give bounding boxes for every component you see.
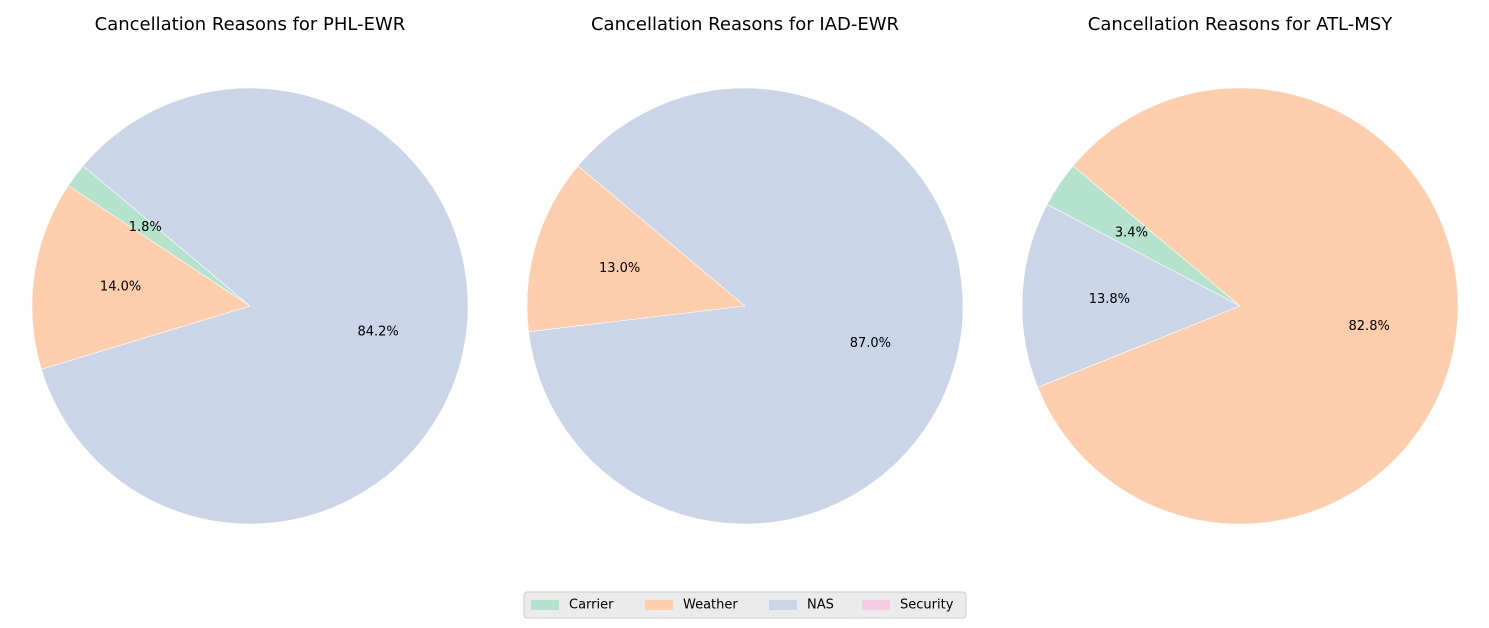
pie-slice-weather: [526, 165, 746, 333]
slice-percent-label: 14.0%: [100, 280, 141, 295]
slice-percent-label: 3.4%: [1115, 226, 1148, 241]
legend-swatch-nas: [769, 600, 797, 610]
slice-percent-label: 82.8%: [1349, 319, 1390, 334]
slice-percent-label: 13.0%: [599, 261, 640, 276]
pie-chart-2: Cancellation Reasons for IAD-EWR 13.0% 87.…: [526, 14, 964, 525]
pie-charts: Cancellation Reasons for PHL-EWR 1.8% 14.0…: [31, 14, 1459, 525]
pie-slice-weather: [31, 185, 251, 370]
slice-percent-label: 87.0%: [850, 336, 891, 351]
slice-percent-label: 84.2%: [357, 325, 398, 340]
legend: Carrier Weather NAS Security: [523, 591, 967, 619]
pie-chart-1: Cancellation Reasons for PHL-EWR 1.8% 14.0…: [31, 14, 469, 525]
legend-label-nas: NAS: [807, 598, 834, 613]
legend-label-carrier: Carrier: [569, 598, 614, 613]
legend-swatch-security: [862, 600, 890, 610]
pie-slice-nas: [41, 87, 469, 525]
legend-frame: [523, 591, 967, 619]
legend-swatch-carrier: [531, 600, 559, 610]
legend-label-weather: Weather: [683, 598, 738, 613]
chart-title: Cancellation Reasons for PHL-EWR: [95, 14, 406, 35]
slice-percent-label: 1.8%: [129, 220, 162, 235]
slice-percent-label: 13.8%: [1089, 292, 1130, 307]
pie-slice-nas: [528, 87, 964, 525]
pie-slice-weather: [1037, 87, 1459, 525]
pie-slice-nas: [1021, 204, 1241, 388]
legend-label-security: Security: [900, 598, 954, 613]
legend-swatch-weather: [645, 600, 673, 610]
pie-chart-3: Cancellation Reasons for ATL-MSY 3.4% 13.8…: [1021, 14, 1459, 525]
chart-title: Cancellation Reasons for ATL-MSY: [1088, 14, 1393, 35]
chart-title: Cancellation Reasons for IAD-EWR: [591, 14, 899, 35]
